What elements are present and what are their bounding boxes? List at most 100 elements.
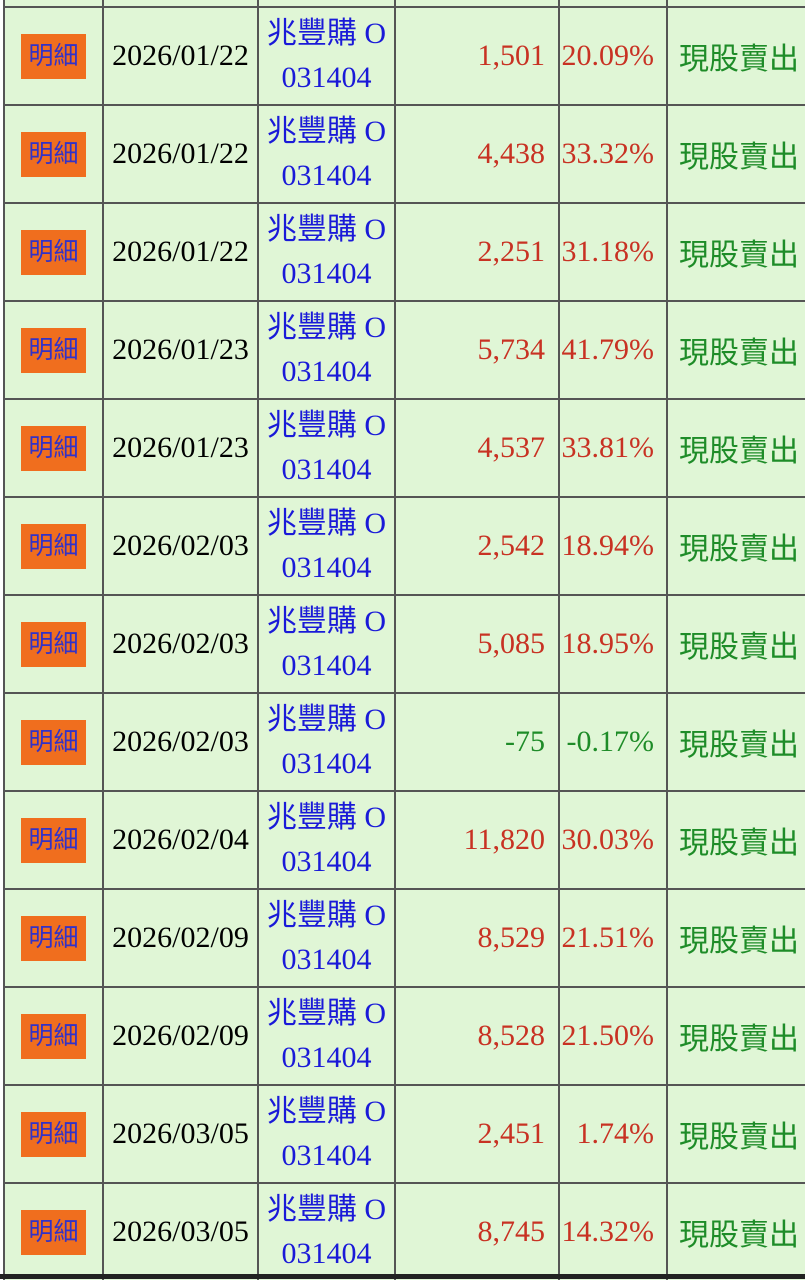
detail-button-cell: 明細 [3,6,104,106]
stock-name: 兆豐購 O [266,17,387,50]
table-row: 明細 2026/02/03 兆豐購 O 031404 5,085 18.95% 現… [3,594,805,694]
detail-button[interactable]: 明細 [21,915,86,961]
table-row: 明細 2026/01/22 兆豐購 O 031404 2,251 31.18% 現… [3,202,805,302]
stock-name: 兆豐購 O [266,115,387,148]
stock-code: 031404 [281,257,372,290]
profit-amount: 8,528 [394,986,560,1086]
stock-link[interactable]: 兆豐購 O 031404 [267,306,386,394]
stock-link[interactable]: 兆豐購 O 031404 [267,600,386,688]
return-percent: 14.32% [558,1182,668,1280]
stock-code: 031404 [281,61,372,94]
profit-amount: 5,734 [394,300,560,400]
stock-link[interactable]: 兆豐購 O 031404 [267,698,386,786]
cut-off-cell [558,0,668,8]
detail-button[interactable]: 明細 [21,817,86,863]
detail-button[interactable]: 明細 [21,327,86,373]
stock-name: 兆豐購 O [266,507,387,540]
table-row: 明細 2026/02/04 兆豐購 O 031404 11,820 30.03% … [3,790,805,890]
return-percent: 33.81% [558,398,668,498]
detail-button-cell: 明細 [3,1084,104,1184]
transaction-type: 現股賣出 [666,986,805,1086]
stock-cell: 兆豐購 O 031404 [257,888,396,988]
table-row: 明細 2026/03/05 兆豐購 O 031404 8,745 14.32% 現… [3,1182,805,1280]
stock-cell: 兆豐購 O 031404 [257,594,396,694]
stock-link[interactable]: 兆豐購 O 031404 [267,110,386,198]
detail-button[interactable]: 明細 [21,229,86,275]
trade-date: 2026/01/23 [102,398,259,498]
stock-link[interactable]: 兆豐購 O 031404 [267,12,386,100]
detail-button[interactable]: 明細 [21,1013,86,1059]
profit-amount: 5,085 [394,594,560,694]
return-percent: 1.74% [558,1084,668,1184]
stock-link[interactable]: 兆豐購 O 031404 [267,796,386,884]
table-row: 明細 2026/01/23 兆豐購 O 031404 4,537 33.81% 現… [3,398,805,498]
detail-button[interactable]: 明細 [21,425,86,471]
stock-name: 兆豐購 O [266,801,387,834]
trade-date: 2026/02/03 [102,692,259,792]
profit-amount: 2,542 [394,496,560,596]
stock-cell: 兆豐購 O 031404 [257,398,396,498]
transaction-type: 現股賣出 [666,496,805,596]
return-percent: 41.79% [558,300,668,400]
profit-amount: 8,529 [394,888,560,988]
detail-button[interactable]: 明細 [21,621,86,667]
stock-link[interactable]: 兆豐購 O 031404 [267,1090,386,1178]
profit-amount: 11,820 [394,790,560,890]
detail-button-cell: 明細 [3,1182,104,1280]
transaction-type: 現股賣出 [666,888,805,988]
stock-link[interactable]: 兆豐購 O 031404 [267,502,386,590]
stock-name: 兆豐購 O [266,899,387,932]
stock-link[interactable]: 兆豐購 O 031404 [267,1188,386,1276]
return-percent: 18.95% [558,594,668,694]
cut-off-cell [3,0,104,8]
cut-off-cell [102,0,259,8]
stock-code: 031404 [281,1139,372,1172]
table-row: 明細 2026/02/09 兆豐購 O 031404 8,528 21.50% 現… [3,986,805,1086]
detail-button-cell: 明細 [3,790,104,890]
stock-code: 031404 [281,551,372,584]
detail-button-cell: 明細 [3,594,104,694]
stock-name: 兆豐購 O [266,1095,387,1128]
stock-code: 031404 [281,747,372,780]
return-percent: 30.03% [558,790,668,890]
return-percent: -0.17% [558,692,668,792]
detail-button[interactable]: 明細 [21,33,86,79]
detail-button[interactable]: 明細 [21,523,86,569]
return-percent: 18.94% [558,496,668,596]
detail-button[interactable]: 明細 [21,1209,86,1255]
transaction-type: 現股賣出 [666,1182,805,1280]
detail-button-cell: 明細 [3,202,104,302]
stock-code: 031404 [281,1237,372,1270]
stock-link[interactable]: 兆豐購 O 031404 [267,208,386,296]
stock-name: 兆豐購 O [266,1193,387,1226]
stock-link[interactable]: 兆豐購 O 031404 [267,992,386,1080]
stock-cell: 兆豐購 O 031404 [257,986,396,1086]
detail-button[interactable]: 明細 [21,1111,86,1157]
trade-date: 2026/02/03 [102,496,259,596]
detail-button[interactable]: 明細 [21,131,86,177]
detail-button-cell: 明細 [3,496,104,596]
table-row: 明細 2026/01/22 兆豐購 O 031404 4,438 33.32% 現… [3,104,805,204]
profit-amount: 2,251 [394,202,560,302]
profit-amount: -75 [394,692,560,792]
stock-code: 031404 [281,943,372,976]
stock-cell: 兆豐購 O 031404 [257,1182,396,1280]
transaction-type: 現股賣出 [666,202,805,302]
transaction-type: 現股賣出 [666,594,805,694]
transaction-type: 現股賣出 [666,6,805,106]
stock-name: 兆豐購 O [266,997,387,1030]
stock-cell: 兆豐購 O 031404 [257,6,396,106]
cut-off-cell [257,0,396,8]
detail-button[interactable]: 明細 [21,719,86,765]
bottom-divider-bar [0,1274,805,1279]
trade-date: 2026/02/04 [102,790,259,890]
stock-cell: 兆豐購 O 031404 [257,692,396,792]
trade-date: 2026/02/09 [102,888,259,988]
trade-date: 2026/01/22 [102,202,259,302]
return-percent: 21.50% [558,986,668,1086]
stock-link[interactable]: 兆豐購 O 031404 [267,404,386,492]
detail-button-cell: 明細 [3,398,104,498]
stock-link[interactable]: 兆豐購 O 031404 [267,894,386,982]
trade-history-table: 明細 2026/01/22 兆豐購 O 031404 1,501 20.09% 現… [3,0,805,1280]
